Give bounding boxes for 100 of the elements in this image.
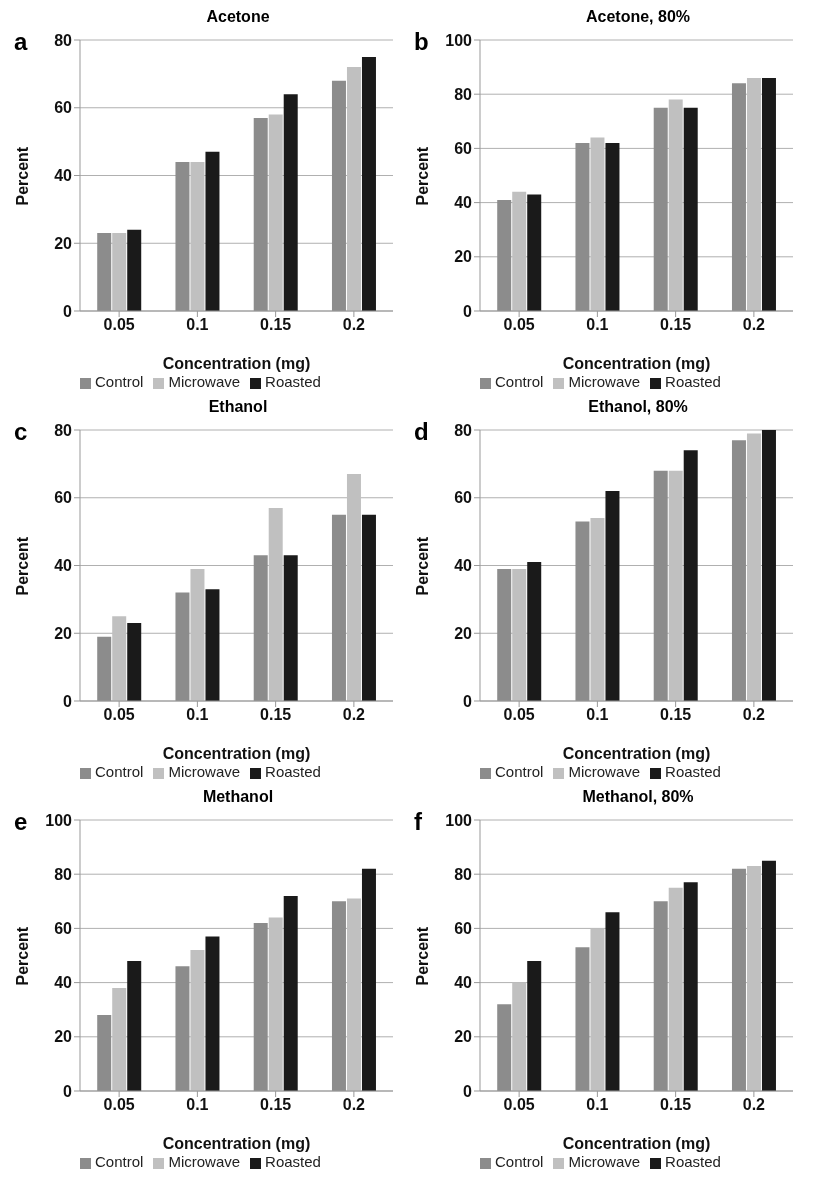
legend-label: Control [95,1153,144,1170]
bar [331,901,346,1091]
legend-label: Control [495,1153,544,1170]
chart-title: Acetone [205,8,271,27]
chart-title: Methanol [201,788,275,807]
bar [575,142,590,311]
chart-title: Ethanol [207,398,269,417]
bar [605,912,620,1091]
y-tick-label: 0 [463,692,473,710]
x-tick-label: 0.15 [260,316,292,334]
bar [283,94,298,311]
bar [190,950,205,1091]
bar [527,562,542,701]
x-axis-title: Concentration (mg) [162,1135,311,1152]
y-tick-label: 60 [54,99,73,117]
x-tick-label: 0.2 [742,316,766,334]
bar [253,555,268,701]
x-tick-label: 0.2 [342,1096,366,1114]
x-tick-label: 0.2 [342,316,366,334]
legend-label: Roasted [265,373,321,390]
bar [283,555,298,701]
bar [268,917,283,1091]
chart-title: Acetone, 80% [584,8,691,27]
bar [175,592,190,701]
chart-title: Ethanol, 80% [587,398,689,417]
bar [112,988,127,1091]
y-tick-label: 80 [454,85,473,103]
x-tick-label: 0.15 [660,706,692,724]
bar [575,947,590,1091]
x-axis-title: Concentration (mg) [162,355,311,372]
bar [653,901,668,1091]
x-axis-title: Concentration (mg) [562,1135,711,1152]
y-axis-title: Percent [13,536,31,596]
bar [283,895,298,1091]
x-tick-label: 0.2 [742,1096,766,1114]
y-axis-title: Percent [13,146,31,206]
legend-label: Roasted [265,763,321,780]
bar [175,966,190,1091]
bar [761,860,776,1091]
legend-label: Microwave [568,373,641,390]
bar [683,882,698,1091]
x-tick-label: 0.1 [586,316,609,334]
x-axis-title: Concentration (mg) [562,355,711,372]
x-tick-label: 0.15 [660,1096,692,1114]
y-tick-label: 20 [454,1028,473,1046]
y-tick-label: 40 [454,557,473,575]
bar [668,887,683,1091]
legend-label: Control [95,373,144,390]
y-tick-label: 40 [454,194,473,212]
y-tick-label: 80 [54,421,73,439]
bar [268,507,283,701]
bar [731,440,746,701]
bar [575,521,590,701]
legend-label: Microwave [168,763,241,780]
y-tick-label: 100 [445,31,473,49]
bar [746,77,761,311]
bar [331,514,346,701]
x-tick-label: 0.15 [260,706,292,724]
bar [112,616,127,701]
bar [683,107,698,311]
bar [668,470,683,701]
bar [653,470,668,701]
x-tick-label: 0.05 [103,1096,135,1114]
y-tick-label: 0 [63,1082,73,1100]
text: f [414,808,422,836]
legend-label: Control [495,763,544,780]
x-tick-label: 0.1 [586,1096,609,1114]
legend-label: Roasted [665,1153,721,1170]
x-tick-label: 0.05 [503,316,535,334]
bar [731,868,746,1091]
text: d [414,418,429,446]
bar [268,114,283,311]
y-tick-label: 40 [54,557,73,575]
legend-label: Control [95,763,144,780]
y-tick-label: 20 [54,624,73,642]
y-tick-label: 80 [454,421,473,439]
y-axis-title: Percent [413,536,431,596]
legend-label: Roasted [665,373,721,390]
chart-title: Methanol, 80% [581,788,695,807]
bar [127,960,142,1091]
y-tick-label: 60 [54,489,73,507]
y-tick-label: 100 [445,811,473,829]
y-tick-label: 40 [54,167,73,185]
y-tick-label: 80 [54,31,73,49]
x-tick-label: 0.2 [742,706,766,724]
y-tick-label: 20 [454,624,473,642]
y-tick-label: 0 [463,302,473,320]
y-tick-label: 60 [454,920,473,938]
bar [761,77,776,311]
legend-label: Microwave [168,373,241,390]
y-tick-label: 0 [63,302,73,320]
y-tick-label: 0 [63,692,73,710]
bar [512,568,527,701]
bar [497,568,512,701]
bar [97,636,112,701]
x-tick-label: 0.1 [186,316,209,334]
bar [190,568,205,701]
bar [527,194,542,311]
bar [253,922,268,1091]
y-tick-label: 40 [454,974,473,992]
